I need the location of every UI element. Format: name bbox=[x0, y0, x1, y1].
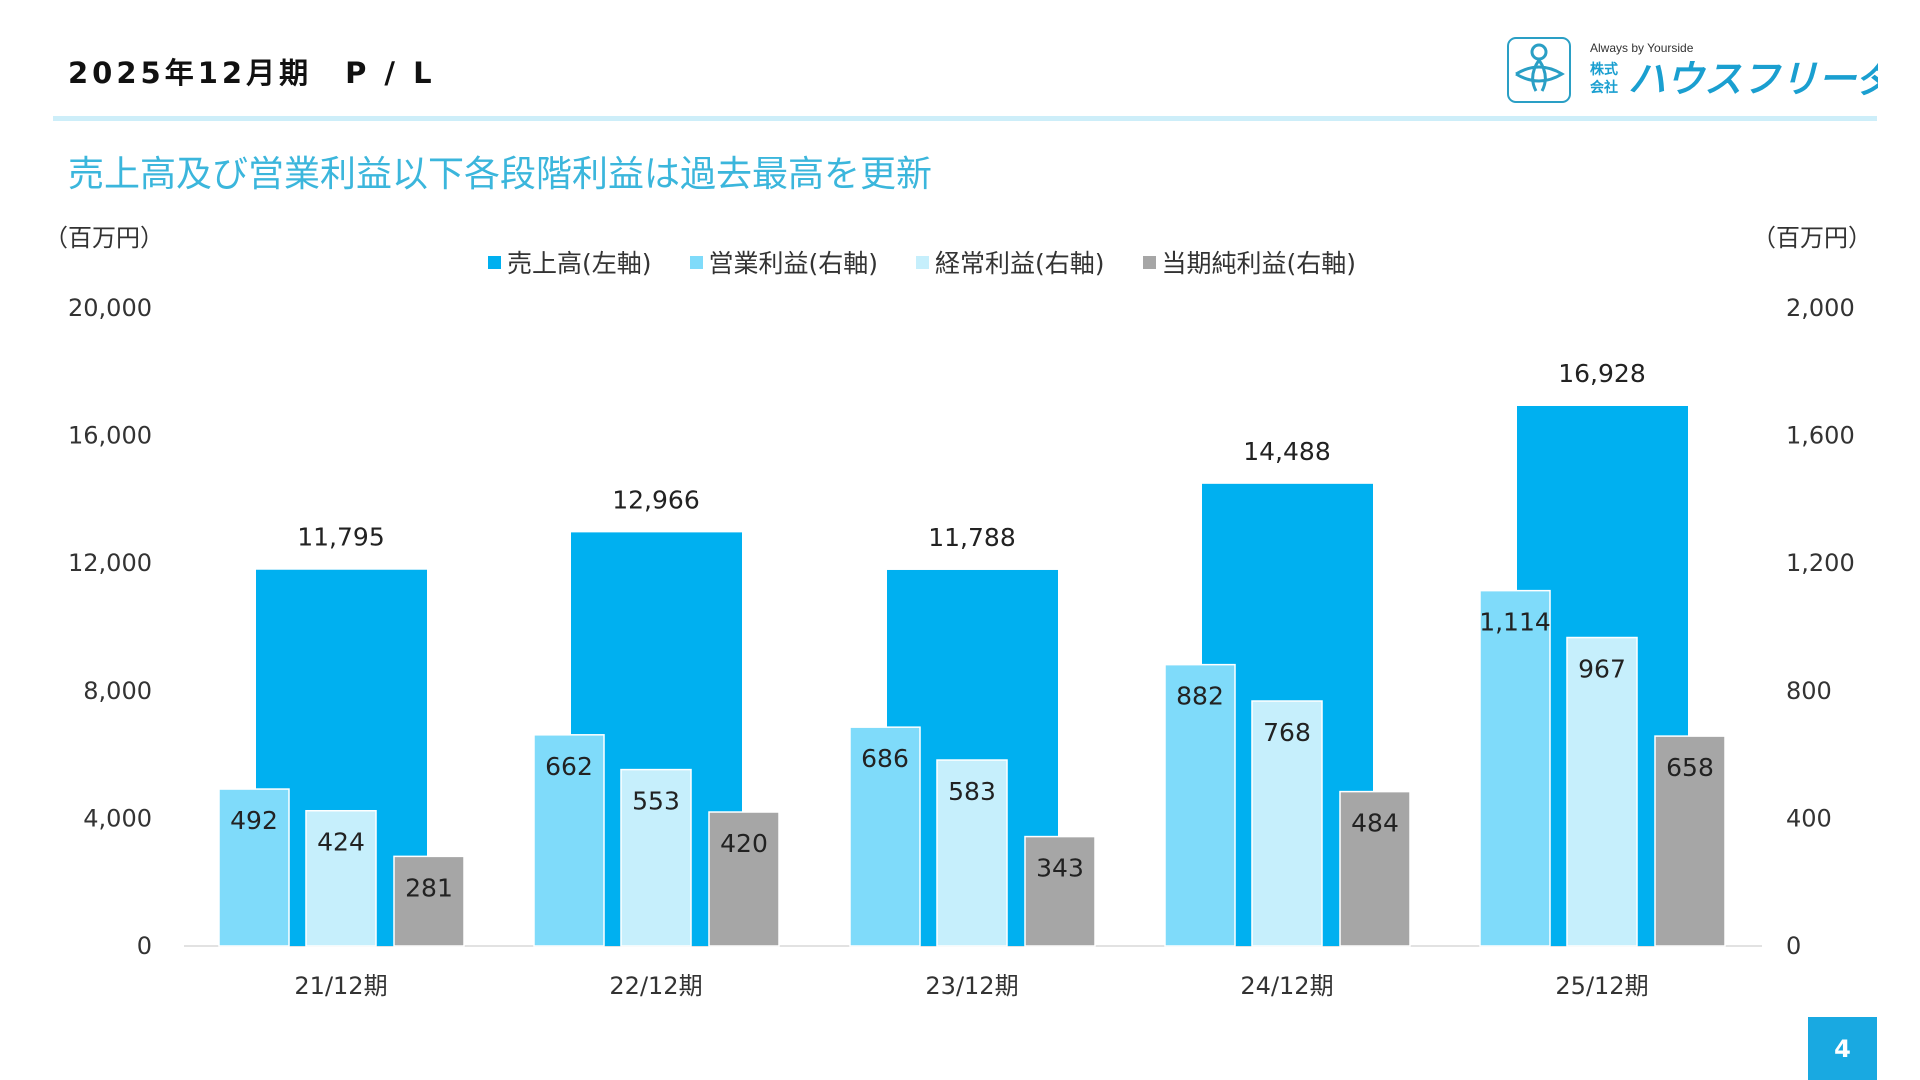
left-axis-tick: 0 bbox=[137, 932, 152, 960]
legend-label: 経常利益(右軸) bbox=[935, 249, 1105, 278]
operating-profit-bar bbox=[533, 734, 605, 947]
ordinary-profit-data-label: 967 bbox=[1578, 655, 1626, 684]
sales-data-label: 14,488 bbox=[1243, 437, 1330, 466]
ordinary-profit-data-label: 583 bbox=[948, 777, 996, 806]
operating-profit-data-label: 662 bbox=[545, 752, 593, 781]
legend-label: 当期純利益(右軸) bbox=[1161, 249, 1357, 278]
right-axis-unit: （百万円） bbox=[1752, 224, 1872, 252]
operating-profit-data-label: 1,114 bbox=[1479, 608, 1551, 637]
right-axis-tick: 1,200 bbox=[1786, 549, 1855, 577]
headline: 売上高及び営業利益以下各段階利益は過去最高を更新 bbox=[68, 154, 933, 195]
legend-item-ordinary-profit: 経常利益(右軸) bbox=[916, 244, 1105, 280]
net-profit-data-label: 343 bbox=[1036, 854, 1084, 883]
legend-swatch bbox=[916, 255, 930, 269]
sales-data-label: 12,966 bbox=[612, 485, 699, 514]
legend-swatch bbox=[1142, 255, 1156, 269]
ordinary-profit-data-label: 424 bbox=[317, 828, 365, 857]
chart-legend: 売上高(左軸) 営業利益(右軸) 経常利益(右軸) 当期純利益(右軸) bbox=[488, 244, 1356, 280]
right-axis-tick: 1,600 bbox=[1786, 422, 1855, 450]
operating-profit-bar bbox=[218, 788, 290, 947]
svg-text:会社: 会社 bbox=[1590, 79, 1618, 96]
sales-data-label: 11,788 bbox=[928, 523, 1015, 552]
right-axis-tick: 2,000 bbox=[1786, 294, 1855, 322]
category-label: 23/12期 bbox=[925, 972, 1018, 1000]
svg-text:ハウスフリーダム: ハウスフリーダム bbox=[1628, 57, 1878, 101]
right-axis-tick: 400 bbox=[1786, 804, 1832, 832]
operating-profit-data-label: 492 bbox=[230, 806, 278, 835]
left-axis-tick: 8,000 bbox=[83, 677, 152, 705]
operating-profit-bar bbox=[1479, 589, 1551, 947]
category-label: 21/12期 bbox=[294, 972, 387, 1000]
operating-profit-bar bbox=[1164, 663, 1236, 947]
right-axis-tick: 800 bbox=[1786, 677, 1832, 705]
net-profit-data-label: 281 bbox=[405, 873, 453, 902]
category-label: 24/12期 bbox=[1240, 972, 1333, 1000]
category-label: 22/12期 bbox=[609, 972, 702, 1000]
company-logo: Always by Yourside 株式 会社 ハウスフリーダム bbox=[1506, 36, 1920, 104]
left-axis-tick: 4,000 bbox=[83, 804, 152, 832]
operating-profit-bar bbox=[849, 726, 921, 947]
legend-item-net-profit: 当期純利益(右軸) bbox=[1142, 244, 1357, 280]
net-profit-data-label: 484 bbox=[1351, 809, 1399, 838]
svg-text:株式: 株式 bbox=[1590, 61, 1618, 78]
legend-item-operating-profit: 営業利益(右軸) bbox=[689, 244, 879, 280]
page-title: 2025年12月期 P / L bbox=[68, 56, 436, 90]
left-axis-tick: 16,000 bbox=[68, 422, 152, 450]
operating-profit-data-label: 686 bbox=[861, 744, 909, 773]
net-profit-bar bbox=[708, 811, 780, 947]
sales-data-label: 11,795 bbox=[297, 523, 384, 552]
legend-label: 営業利益(右軸) bbox=[708, 249, 879, 278]
ordinary-profit-data-label: 768 bbox=[1263, 718, 1311, 747]
legend-swatch bbox=[689, 255, 703, 269]
header-divider bbox=[53, 116, 1877, 121]
net-profit-bar bbox=[393, 855, 465, 947]
ordinary-profit-bar bbox=[1566, 636, 1638, 947]
legend-label: 売上高(左軸) bbox=[507, 249, 652, 278]
net-profit-data-label: 420 bbox=[720, 829, 768, 858]
house-freedom-logo-icon: Always by Yourside 株式 会社 ハウスフリーダム bbox=[1507, 37, 1920, 103]
sales-data-label: 16,928 bbox=[1558, 359, 1645, 388]
right-axis-tick: 0 bbox=[1786, 932, 1801, 960]
ordinary-profit-bar bbox=[1251, 700, 1323, 947]
net-profit-bar bbox=[1339, 790, 1411, 947]
net-profit-data-label: 658 bbox=[1666, 753, 1714, 782]
left-axis-tick: 12,000 bbox=[68, 549, 152, 577]
legend-swatch bbox=[488, 255, 501, 269]
svg-text:Always by Yourside: Always by Yourside bbox=[1590, 41, 1694, 55]
ordinary-profit-bar bbox=[305, 809, 377, 947]
page-number: 4 bbox=[1808, 1017, 1877, 1080]
legend-item-sales: 売上高(左軸) bbox=[488, 244, 652, 280]
left-axis-unit: （百万円） bbox=[44, 224, 164, 252]
operating-profit-data-label: 882 bbox=[1176, 682, 1224, 711]
ordinary-profit-data-label: 553 bbox=[632, 787, 680, 816]
left-axis-tick: 20,000 bbox=[68, 294, 152, 322]
category-label: 25/12期 bbox=[1555, 972, 1648, 1000]
ordinary-profit-bar bbox=[620, 768, 692, 947]
net-profit-bar bbox=[1654, 735, 1726, 947]
net-profit-bar bbox=[1024, 835, 1096, 947]
ordinary-profit-bar bbox=[936, 759, 1008, 947]
